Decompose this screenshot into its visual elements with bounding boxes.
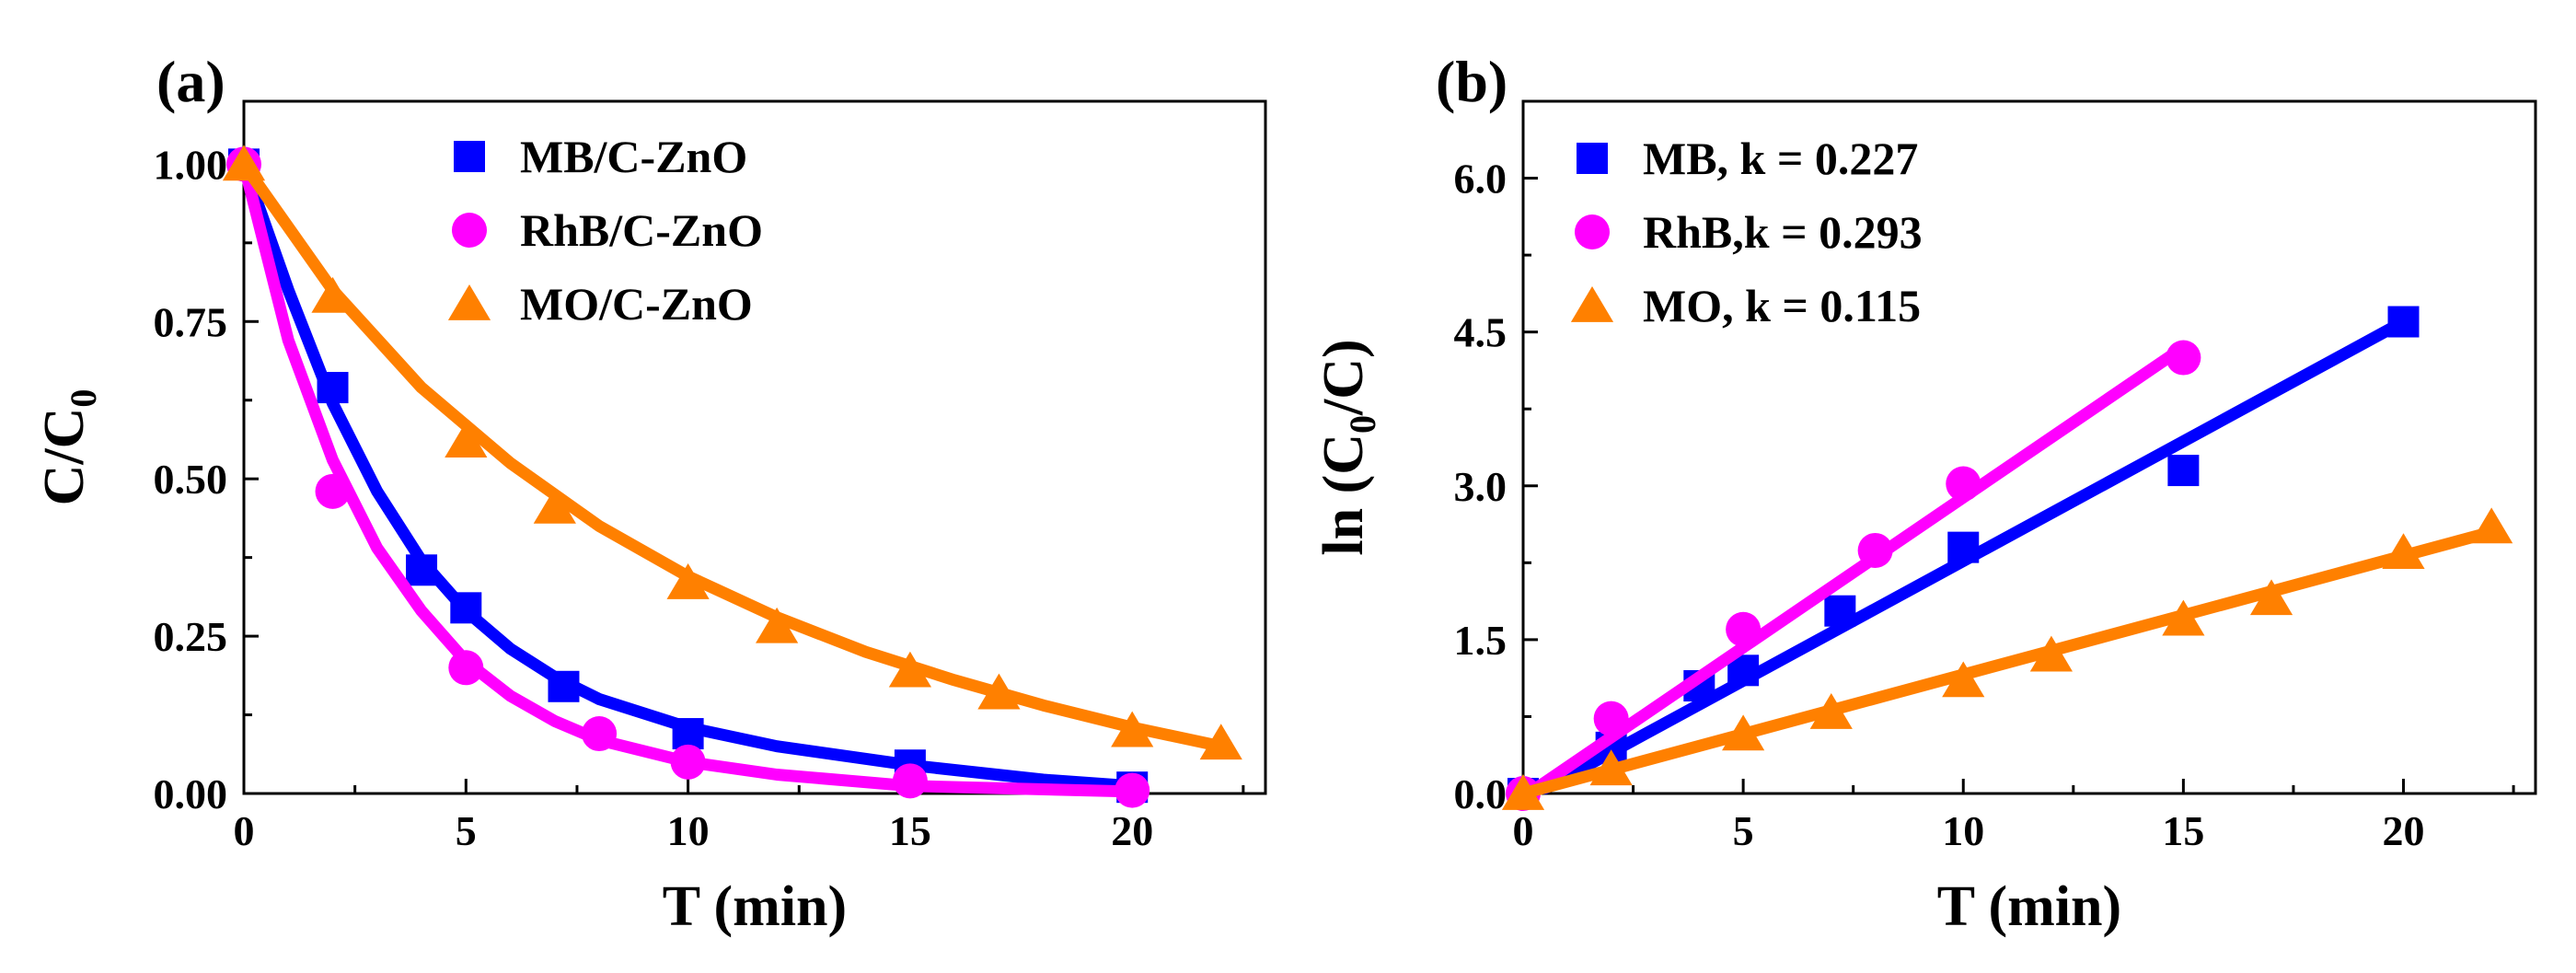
y-axis-label-text: /C): [1312, 339, 1375, 416]
data-point: [222, 145, 266, 181]
data-point: [977, 673, 1021, 710]
data-point: [2382, 533, 2425, 570]
data-point: [1111, 711, 1154, 747]
y-tick-label: 4.5: [1454, 309, 1507, 356]
data-point: [672, 718, 704, 750]
data-point: [892, 763, 928, 799]
data-point: [1593, 701, 1629, 736]
legend-marker: [452, 213, 487, 248]
data-point: [448, 650, 484, 686]
y-axis-label-text: C/C: [33, 408, 96, 506]
legend-label: RhB,k = 0.293: [1643, 206, 1923, 258]
data-point: [582, 716, 618, 752]
y-axis-label-text: ln (C: [1312, 434, 1375, 556]
legend-marker: [447, 284, 491, 320]
data-point: [1199, 724, 1242, 760]
x-tick-label: 0: [234, 807, 255, 854]
y-tick-label: 3.0: [1454, 463, 1507, 510]
series-mb-k-0-227: [1507, 306, 2420, 809]
x-tick-label: 20: [2383, 807, 2425, 854]
data-point: [1722, 714, 1765, 751]
data-point: [450, 592, 482, 624]
fit-line: [1517, 526, 2498, 800]
chart-panel-a: (a) 0 5 10 15 20 0.00 0.25 0.50 0.75 1.00 T (min) C/…: [33, 49, 1267, 938]
legend-label: RhB/C-ZnO: [520, 204, 763, 256]
legend-marker: [1575, 214, 1610, 249]
chart-panel-b: (b)0 5 10 15 200.01.53.04.56.0T (min)ln (C0/…: [1312, 49, 2537, 938]
plot-frame: [1521, 99, 2537, 795]
data-point: [756, 607, 799, 643]
series-rhb-k-0-293: [1506, 340, 2201, 811]
legend-label: MO, k = 0.115: [1643, 280, 1921, 331]
legend-marker: [1570, 286, 1614, 322]
data-point: [2029, 635, 2074, 672]
legend-label: MB, k = 0.227: [1643, 133, 1918, 184]
x-tick-label: 10: [1942, 807, 1984, 854]
data-point: [2387, 306, 2420, 338]
fit-line: [237, 157, 1138, 793]
y-tick-label: 1.5: [1454, 617, 1507, 664]
data-point: [1589, 749, 1633, 786]
data-point: [548, 670, 580, 702]
series-mo-k-0-115: [1501, 507, 2513, 810]
fit-line: [1530, 341, 2189, 794]
data-point: [533, 487, 576, 524]
data-point: [888, 651, 932, 688]
data-point: [1809, 692, 1853, 729]
x-axis-label: T (min): [1937, 875, 2121, 938]
y-tick-label: 6.0: [1454, 156, 1507, 203]
x-tick-label: 20: [1111, 807, 1153, 854]
y-tick-label: 0.0: [1454, 770, 1507, 817]
y-axis-label-subscript: 0: [63, 389, 104, 408]
legend-label: MO/C-ZnO: [520, 278, 753, 330]
data-point: [2162, 599, 2205, 636]
y-axis-label-subscript: 0: [1342, 415, 1383, 434]
y-tick-label: 0.25: [154, 613, 228, 660]
data-point: [1946, 466, 1981, 502]
data-point: [311, 276, 354, 313]
series-mo-c-zno: [222, 145, 1242, 760]
legend-label: MB/C-ZnO: [520, 131, 747, 182]
fit-line: [237, 157, 1138, 798]
y-tick-label: 0.75: [154, 298, 228, 345]
data-point: [1947, 531, 1980, 563]
y-tick-label: 1.00: [154, 141, 228, 188]
data-point: [1726, 611, 1762, 647]
x-tick-label: 15: [2162, 807, 2204, 854]
data-point: [670, 744, 706, 780]
legend-marker: [454, 141, 485, 172]
panel-label: (a): [156, 49, 225, 114]
data-point: [1824, 595, 1856, 627]
data-point: [666, 562, 710, 599]
data-point: [2166, 340, 2201, 376]
x-tick-label: 5: [1733, 807, 1754, 854]
x-tick-label: 5: [456, 807, 477, 854]
x-tick-label: 15: [889, 807, 931, 854]
x-tick-label: 0: [1513, 807, 1534, 854]
data-point: [1115, 772, 1150, 808]
data-point: [315, 473, 351, 509]
y-tick-label: 0.00: [154, 770, 228, 817]
data-point: [406, 554, 438, 586]
y-axis-label: ln (C0/C): [1312, 339, 1383, 555]
data-point: [2167, 455, 2200, 487]
data-point: [2249, 579, 2293, 616]
data-point: [1942, 661, 1985, 698]
data-point: [2470, 507, 2513, 544]
x-tick-label: 10: [667, 807, 710, 854]
panel-label: (b): [1436, 49, 1507, 114]
data-point: [1501, 774, 1545, 810]
plot-frame: [242, 99, 1267, 795]
y-tick-label: 0.50: [154, 456, 228, 503]
y-axis-label: C/C0: [33, 389, 104, 506]
data-point: [317, 372, 349, 404]
legend-marker: [1577, 143, 1608, 174]
data-point: [1857, 532, 1893, 568]
data-point: [445, 422, 488, 458]
x-axis-label: T (min): [663, 875, 847, 938]
